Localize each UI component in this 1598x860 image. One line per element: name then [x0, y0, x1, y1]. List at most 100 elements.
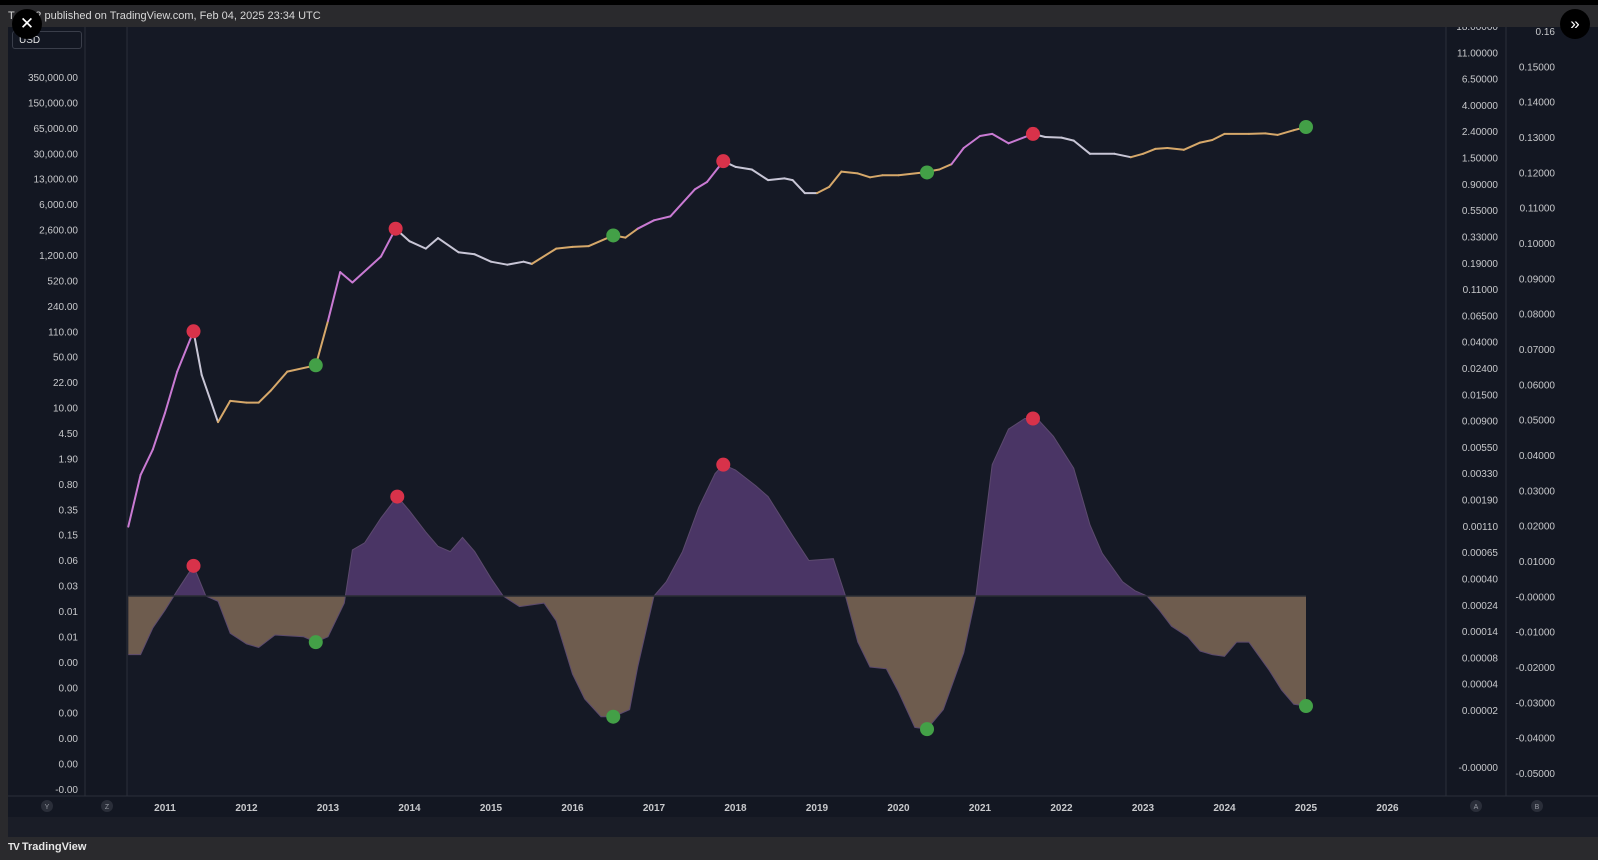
- right-axis-1-tick-label: 0.00110: [1463, 522, 1499, 533]
- left-axis-tick-label: 30,000.00: [34, 149, 79, 160]
- price-line-segment: [229, 399, 248, 404]
- price-line-segment: [473, 253, 492, 263]
- price-line-segment: [979, 132, 994, 137]
- right-axis-1-tick-label: 11.00000: [1457, 48, 1498, 59]
- price-line-segment: [127, 473, 142, 528]
- price-line-segment: [991, 132, 1010, 145]
- close-icon: ✕: [19, 14, 35, 33]
- right-axis-2-tick-label: -0.03000: [1516, 698, 1556, 709]
- left-axis-tick-label: 50.00: [53, 353, 78, 364]
- axis-badge: [101, 800, 113, 812]
- price-line-segment: [653, 215, 672, 222]
- oscillator-top-marker: [1025, 411, 1040, 426]
- oscillator-top-marker: [390, 489, 405, 504]
- expand-button[interactable]: »: [1560, 9, 1590, 39]
- oscillator-bottom-marker: [1299, 699, 1313, 714]
- left-axis-tick-label: 13,000.00: [34, 175, 79, 186]
- time-axis-tick-label: 2017: [643, 803, 666, 814]
- price-line-segment: [408, 240, 427, 250]
- footer-bar: [8, 817, 1598, 837]
- axis-badge: [41, 800, 53, 812]
- price-line-segment: [897, 171, 924, 177]
- price-line-segment: [1044, 136, 1063, 139]
- right-axis-1-tick-label: 0.06500: [1462, 311, 1499, 322]
- axis-badge-label: A: [1474, 804, 1479, 811]
- right-axis-2-tick-label: 0.06000: [1519, 380, 1556, 391]
- axis-badge-label: B: [1535, 804, 1540, 811]
- price-line-segment: [217, 399, 232, 424]
- price-top-marker: [716, 154, 731, 169]
- right-axis-2-tick-label: -0.05000: [1516, 769, 1556, 780]
- right-axis-2-tick-label: 0.02000: [1519, 522, 1556, 533]
- oscillator-top-marker: [716, 457, 731, 472]
- price-line-segment: [424, 237, 439, 250]
- price-line-segment: [339, 271, 354, 284]
- price-line-segment: [962, 135, 981, 149]
- right-axis-2-tick-label: 0.12000: [1519, 168, 1556, 179]
- right-axis-1-tick-label: 0.11000: [1463, 285, 1499, 296]
- left-axis-tick-label: 1,200.00: [39, 251, 78, 262]
- price-line-segment: [269, 370, 289, 392]
- right-axis-2-tick-label: -0.00000: [1516, 592, 1556, 603]
- time-axis-tick-label: 2026: [1376, 803, 1399, 814]
- price-bottom-marker: [308, 358, 323, 373]
- price-bottom-marker: [606, 228, 621, 243]
- price-line-segment: [1129, 152, 1144, 159]
- tradingview-brand-text: TradingView: [21, 841, 87, 853]
- time-axis-tick-label: 2013: [317, 803, 340, 814]
- price-line-segment: [938, 163, 953, 171]
- bitcoin-cycle-chart[interactable]: 350,000.00 150,000.00 65,000.00 30,000.00 13…: [8, 27, 1598, 837]
- right-axis-1-tick-label: 6.50000: [1462, 75, 1499, 86]
- price-bottom-marker: [1299, 120, 1313, 134]
- right-axis-2-tick-label: 0.11000: [1520, 204, 1556, 215]
- right-axis-1-tick-label: 0.19000: [1462, 259, 1499, 270]
- oscillator-negative-area: [503, 596, 654, 717]
- price-line-segment: [636, 219, 655, 230]
- oscillator-positive-area: [345, 496, 504, 596]
- right-axis-2-tick-label: 0.03000: [1519, 486, 1556, 497]
- price-line-segment: [1113, 152, 1132, 159]
- price-line-segment: [1182, 141, 1202, 151]
- price-line-segment: [669, 188, 696, 218]
- tradingview-mark-icon: TV: [8, 842, 20, 853]
- right-axis-1-tick-label: 0.00065: [1462, 548, 1499, 559]
- right-axis-2-tick-label: 0.04000: [1519, 451, 1556, 462]
- right-axis-2-tick-label: 0.07000: [1519, 345, 1556, 356]
- left-axis-tick-label: 22.00: [53, 378, 78, 389]
- right-axis-1-tick-label: 0.00004: [1462, 680, 1499, 691]
- price-line-segment: [1211, 132, 1226, 141]
- publish-header: T v_52 published on TradingView.com, Feb…: [8, 10, 321, 22]
- right-axis-2-tick-label: 0.08000: [1519, 310, 1556, 321]
- oscillator-positive-area: [173, 565, 206, 596]
- left-axis-tick-label: 0.15: [59, 531, 79, 542]
- left-axis-tick-label: 0.80: [59, 480, 79, 491]
- left-axis-tick-label: 240.00: [47, 302, 78, 313]
- left-axis-tick-label: 10.00: [53, 404, 78, 415]
- price-line-segment: [506, 260, 525, 266]
- time-axis-tick-label: 2021: [969, 803, 992, 814]
- right-axis-1-tick-label: 0.00040: [1462, 574, 1499, 585]
- oscillator-negative-area: [128, 596, 174, 655]
- right-axis-1-tick-label: 0.01500: [1462, 390, 1499, 401]
- tradingview-logo[interactable]: TV TradingView: [8, 841, 86, 853]
- price-line-segment: [490, 260, 509, 266]
- price-line-segment: [257, 389, 272, 404]
- left-axis-tick-label: 0.00: [59, 760, 79, 771]
- time-axis-tick-label: 2024: [1213, 803, 1236, 814]
- right-axis-1-tick-label: 0.90000: [1462, 180, 1499, 191]
- left-axis-tick-label: 0.06: [59, 556, 79, 567]
- left-axis-tick-label: -0.00: [55, 785, 78, 796]
- price-top-marker: [186, 324, 201, 339]
- axis-badge: [1470, 800, 1482, 812]
- price-line-segment: [750, 168, 770, 182]
- right-axis-1-tick-label: 0.00330: [1462, 469, 1499, 480]
- time-axis-tick-label: 2020: [887, 803, 910, 814]
- price-line-segment: [734, 165, 753, 171]
- price-line-segment: [1060, 136, 1075, 142]
- time-axis-tick-label: 2025: [1295, 803, 1318, 814]
- price-line-segment: [1264, 132, 1279, 136]
- oscillator-negative-area: [205, 596, 346, 648]
- price-line-segment: [1166, 147, 1185, 151]
- close-button[interactable]: ✕: [12, 9, 42, 39]
- axis-badge-label: Y: [45, 804, 50, 811]
